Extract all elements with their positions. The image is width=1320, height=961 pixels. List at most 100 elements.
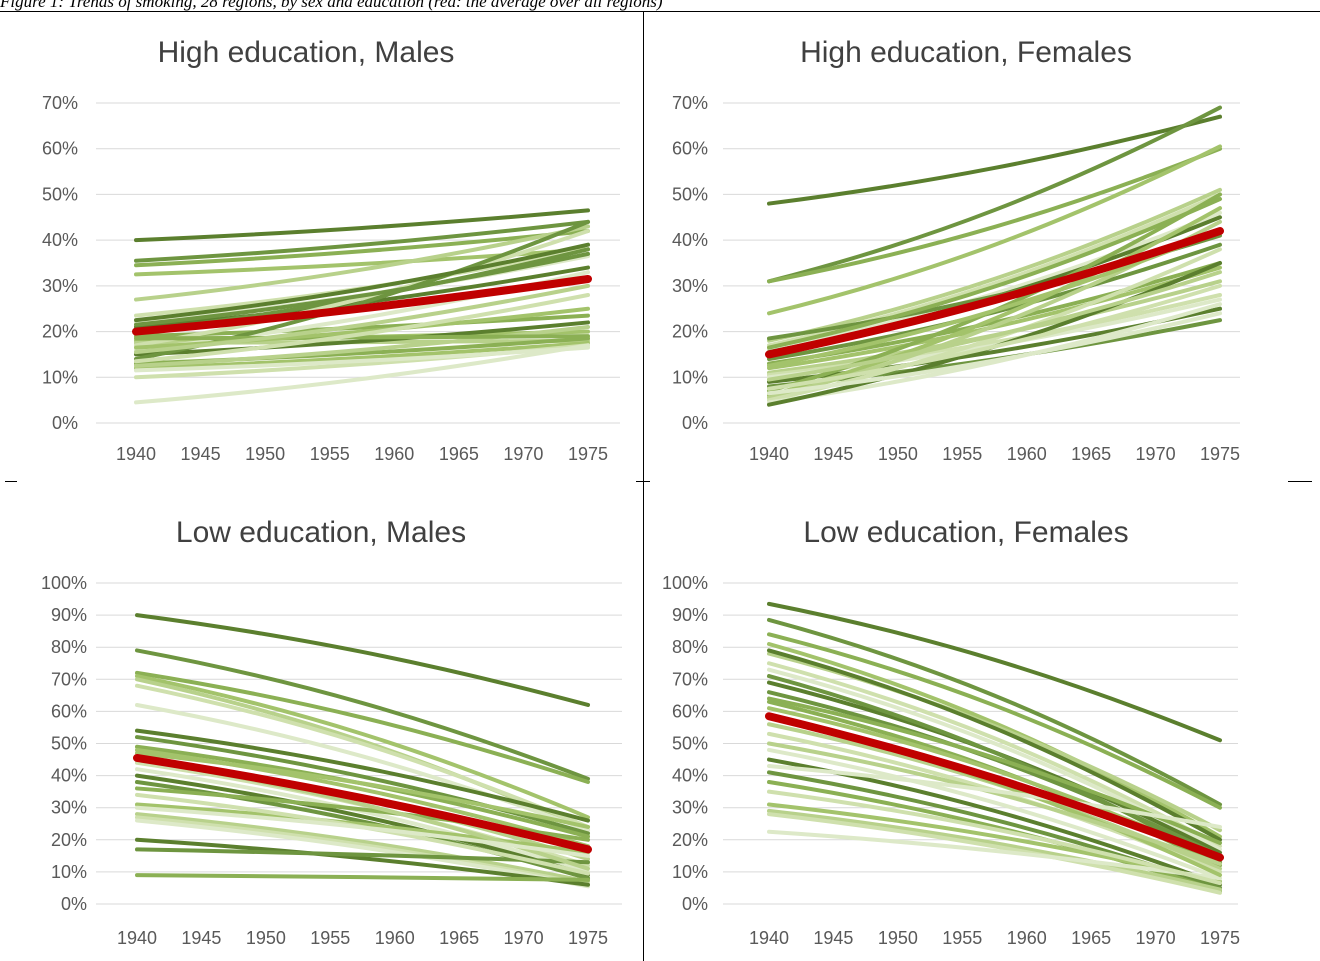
region-series-line [135, 728, 590, 823]
y-tick-label: 10% [672, 862, 708, 882]
chart-low-education-males: Low education, Males 0% 10% 20% 30% 40% 50% 60%… [0, 490, 643, 961]
y-tick-label: 70% [51, 669, 87, 689]
x-tick-label: 1960 [375, 928, 415, 948]
region-series-line [135, 802, 590, 855]
y-tick-label: 30% [672, 798, 708, 818]
region-series-line [135, 837, 590, 887]
region-series-line [767, 812, 1222, 895]
region-series-line [134, 345, 590, 373]
x-tick-label: 1950 [246, 928, 286, 948]
y-tick-label: 50% [51, 734, 87, 754]
x-tick-label: 1960 [374, 444, 414, 464]
y-tick-label: 60% [51, 701, 87, 721]
chart-high-education-females: High education, Females 0% 10% 20% 30% 40% 50%… [644, 12, 1304, 480]
region-series-line [767, 146, 1222, 284]
region-series-line [767, 789, 1222, 886]
region-series-line [767, 617, 1222, 807]
y-tick-label: 100% [41, 573, 87, 593]
x-tick-label: 1940 [749, 444, 789, 464]
region-series-line [135, 735, 590, 836]
y-tick-label: 0% [52, 413, 78, 433]
figure-caption: Figure 1: Trends of smoking, 28 regions,… [0, 0, 663, 11]
x-tick-label: 1955 [942, 928, 982, 948]
y-tick-label: 50% [42, 184, 78, 204]
x-tick-label: 1960 [1007, 444, 1047, 464]
region-series-line [767, 197, 1222, 350]
top-rule [0, 11, 1320, 12]
x-tick-label: 1965 [439, 444, 479, 464]
x-tick-label: 1945 [813, 928, 853, 948]
y-tick-label: 90% [51, 605, 87, 625]
y-tick-label: 20% [672, 830, 708, 850]
region-series-line [135, 773, 590, 878]
region-series-line [134, 325, 590, 368]
x-tick-label: 1970 [1136, 444, 1176, 464]
region-series-line [767, 829, 1222, 881]
x-tick-label: 1970 [1136, 928, 1176, 948]
region-series-line [767, 283, 1222, 391]
y-tick-label: 30% [672, 276, 708, 296]
x-tick-label: 1975 [568, 444, 608, 464]
chart-svg: Low education, Females 0% 10% 20% 30% 40% 50% 6… [662, 516, 1240, 948]
region-series-line [135, 670, 590, 785]
x-tick-label: 1945 [813, 444, 853, 464]
y-tick-label: 0% [682, 413, 708, 433]
region-series-line [134, 283, 590, 355]
x-tick-label: 1960 [1007, 928, 1047, 948]
region-series-line [767, 105, 1222, 284]
region-series-line [134, 242, 590, 323]
y-tick-label: 70% [672, 669, 708, 689]
region-series-line [134, 208, 590, 243]
region-series-line [134, 251, 590, 327]
region-series-line [767, 192, 1222, 348]
y-tick-label: 20% [42, 322, 78, 342]
y-tick-label: 60% [42, 139, 78, 159]
mid-tick-mark [636, 481, 650, 482]
y-tick-label: 50% [672, 184, 708, 204]
x-tick-label: 1955 [310, 928, 350, 948]
region-series-line [767, 144, 1222, 316]
region-series-line [135, 702, 590, 833]
region-series-line [767, 747, 1222, 881]
x-tick-label: 1955 [942, 444, 982, 464]
y-tick-label: 10% [42, 367, 78, 387]
region-series-line [135, 873, 590, 882]
region-series-line [767, 187, 1222, 343]
x-tick-label: 1965 [1071, 928, 1111, 948]
average-series-line [132, 275, 592, 336]
average-series-line [133, 753, 592, 854]
x-tick-label: 1945 [181, 928, 221, 948]
y-tick-label: 60% [672, 139, 708, 159]
chart-title: High education, Males [158, 36, 455, 69]
region-series-line [767, 763, 1222, 829]
region-series-line [767, 674, 1222, 865]
x-tick-label: 1970 [504, 928, 544, 948]
y-tick-label: 100% [662, 573, 708, 593]
x-tick-label: 1965 [1071, 444, 1111, 464]
region-series-line [767, 601, 1222, 743]
chart-svg: Low education, Males 0% 10% 20% 30% 40% 50% 60%… [41, 516, 622, 948]
region-series-line [767, 641, 1222, 839]
average-series-line [765, 712, 1224, 862]
chart-svg: High education, Males 0% 10% 20% 30% 40% 50% 60… [42, 36, 620, 464]
chart-title: Low education, Males [176, 516, 466, 549]
region-series-line [135, 805, 590, 858]
y-tick-label: 40% [51, 766, 87, 786]
chart-title: Low education, Females [803, 516, 1128, 549]
region-series-line [135, 674, 590, 820]
y-tick-label: 0% [61, 894, 87, 914]
region-series-line [135, 818, 590, 889]
region-series-line [134, 343, 590, 405]
x-tick-label: 1965 [439, 928, 479, 948]
region-series-line [134, 229, 590, 348]
y-tick-label: 40% [672, 766, 708, 786]
chart-svg: High education, Females 0% 10% 20% 30% 40% 50%… [672, 36, 1240, 464]
y-tick-label: 30% [42, 276, 78, 296]
x-tick-label: 1975 [1200, 444, 1240, 464]
chart-high-education-males: High education, Males 0% 10% 20% 30% 40% 50% 60… [0, 12, 643, 480]
y-tick-label: 90% [672, 605, 708, 625]
x-tick-label: 1940 [117, 928, 157, 948]
region-series-line [134, 320, 590, 357]
region-series-line [134, 341, 590, 371]
region-series-line [135, 613, 590, 707]
